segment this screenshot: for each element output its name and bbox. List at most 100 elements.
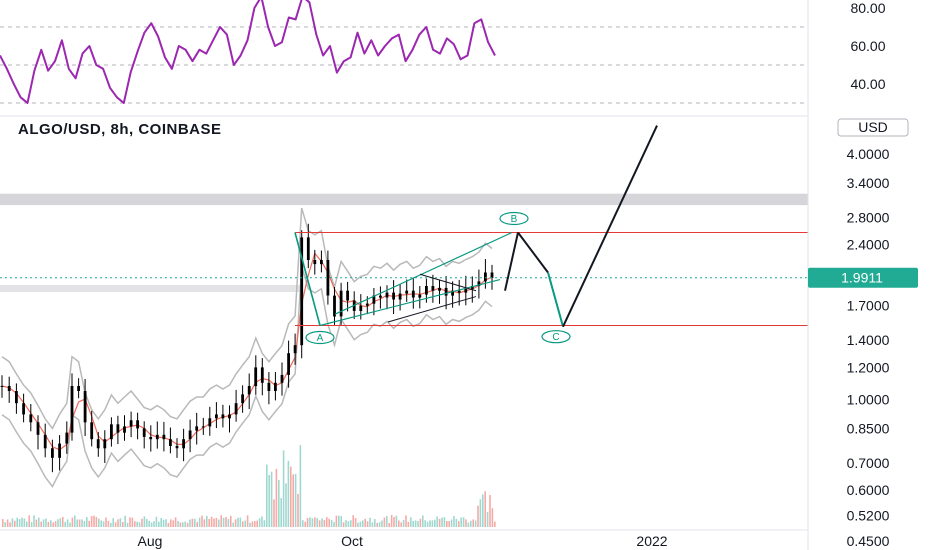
candle-body xyxy=(149,437,153,440)
volume-bar xyxy=(57,519,59,527)
candle-body xyxy=(365,303,369,306)
volume-bar xyxy=(302,520,304,527)
price-tick-label: 1.4000 xyxy=(847,332,890,348)
candle-body xyxy=(90,422,94,440)
volume-bar xyxy=(40,521,42,527)
candle-body xyxy=(215,414,218,419)
volume-bar xyxy=(453,516,455,527)
price-tick-label: 0.4500 xyxy=(847,533,890,549)
rsi-panel xyxy=(0,0,808,104)
price-tick-label: 1.2000 xyxy=(847,359,890,375)
candle-body xyxy=(274,382,277,391)
candle-body xyxy=(77,386,80,391)
volume-bar xyxy=(52,522,54,527)
currency-badge[interactable]: USD xyxy=(837,118,909,137)
volume-bar xyxy=(270,471,273,527)
last-price-value: 1.9911 xyxy=(841,270,883,286)
volume-bar xyxy=(158,521,160,527)
volume-bar xyxy=(448,521,450,527)
volume-bar xyxy=(350,520,352,527)
price-tick-label: 0.7000 xyxy=(847,455,890,471)
candle-body xyxy=(313,260,317,265)
wave-marker-c xyxy=(541,330,571,344)
volume-bar xyxy=(419,518,422,527)
candle-body xyxy=(267,382,271,391)
volume-bar xyxy=(266,464,268,527)
candle-body xyxy=(83,391,87,423)
volume-bar xyxy=(220,515,222,527)
volume-bar xyxy=(426,521,429,527)
volume-bar xyxy=(460,517,462,527)
volume-bar xyxy=(165,519,167,527)
price-tick-label: 0.8500 xyxy=(847,420,890,436)
volume-bar xyxy=(352,515,354,527)
volume-bar xyxy=(174,517,177,527)
rsi-tick-label: 60.00 xyxy=(850,38,885,54)
candle-body xyxy=(477,281,481,286)
volume-bar xyxy=(237,517,239,527)
volume-bar xyxy=(107,520,110,527)
price-tick-label: 4.0000 xyxy=(847,146,890,162)
volume-bar xyxy=(434,519,436,527)
candle-body xyxy=(411,290,415,298)
candle-body xyxy=(136,420,139,429)
volume-bar xyxy=(33,515,35,527)
volume-bar xyxy=(441,517,443,527)
volume-bar xyxy=(249,522,251,527)
volume-bar xyxy=(54,521,57,527)
volume-bar xyxy=(407,521,410,527)
price-tick-label: 2.4000 xyxy=(847,237,890,253)
volume-bar xyxy=(129,517,131,527)
time-tick-label: Aug xyxy=(138,533,163,549)
volume-bar xyxy=(357,522,359,527)
volume-bar xyxy=(203,519,206,527)
candle-body xyxy=(208,418,212,427)
price-tick-label: 2.8000 xyxy=(847,209,890,225)
volume-bar xyxy=(242,521,244,527)
envelope-bands xyxy=(1,207,493,489)
volume-bar xyxy=(194,518,196,527)
volume-bar xyxy=(275,468,278,527)
channel-upper xyxy=(334,231,513,315)
volume-bar xyxy=(472,519,474,527)
candle-body xyxy=(346,290,349,301)
volume-bar xyxy=(381,520,383,527)
volume-bar xyxy=(93,515,95,527)
volume-bar xyxy=(47,521,50,527)
candle-body xyxy=(464,288,468,293)
candle-body xyxy=(359,305,363,311)
price-tick-label: 0.5200 xyxy=(847,507,890,523)
candle-body xyxy=(431,286,435,291)
candle-body xyxy=(287,353,290,375)
projection-path xyxy=(504,125,658,328)
volume-bar xyxy=(35,519,38,527)
volume-bar xyxy=(215,517,218,527)
volume-bar xyxy=(390,515,393,527)
candle-body xyxy=(129,420,133,427)
volume-bar xyxy=(18,519,21,527)
volume-bar xyxy=(102,521,105,527)
volume-bar xyxy=(167,522,170,527)
candle-body xyxy=(188,430,192,440)
volume-bar xyxy=(210,516,213,527)
wave-markers: A B C xyxy=(305,211,571,345)
volume-bar xyxy=(443,517,446,527)
volume-bar xyxy=(110,522,112,527)
volume-bar xyxy=(294,473,297,527)
volume-bar xyxy=(42,519,45,527)
wave-marker-a xyxy=(305,330,335,345)
candle-body xyxy=(123,426,126,433)
volume-bar xyxy=(278,479,280,527)
volume-bar xyxy=(138,522,141,527)
currency-badge-label: USD xyxy=(858,119,888,135)
volume-bar xyxy=(131,517,134,527)
volume-bar xyxy=(376,523,378,527)
candle-body xyxy=(300,237,304,346)
candle-body xyxy=(51,448,54,458)
wedge-lower xyxy=(387,296,477,323)
candle-body xyxy=(195,426,199,431)
volume-bar xyxy=(395,515,398,527)
rsi-levels xyxy=(0,26,808,104)
candle-body xyxy=(379,295,382,298)
